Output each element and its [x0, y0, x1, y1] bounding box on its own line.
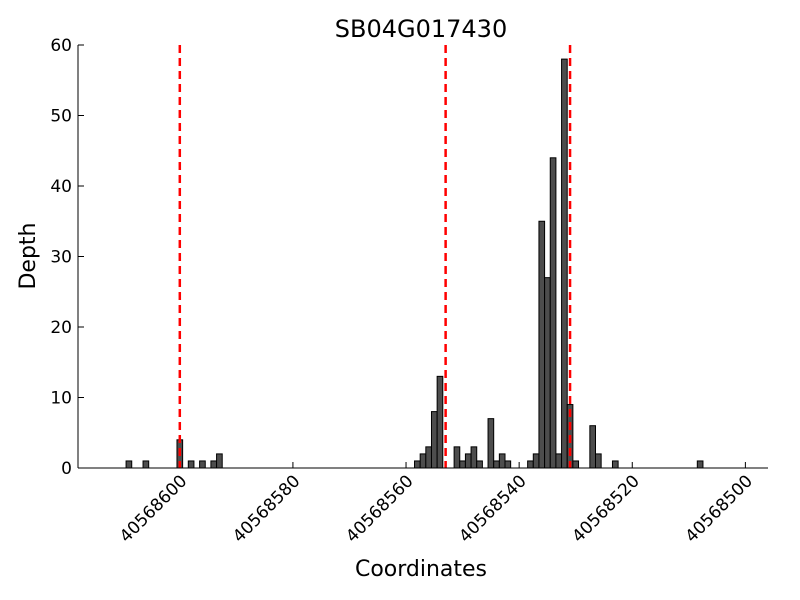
y-tick-label: 10	[50, 389, 72, 409]
depth-bar	[142, 460, 150, 469]
marker-lines	[178, 45, 572, 468]
depth-bar	[125, 460, 133, 469]
y-tick-label: 0	[61, 459, 72, 479]
depth-bar	[464, 453, 472, 469]
y-tick-label: 50	[50, 107, 72, 127]
depth-bar	[589, 425, 596, 469]
depth-bar	[210, 460, 218, 469]
depth-bar	[430, 411, 438, 469]
y-tick-label: 60	[50, 36, 72, 56]
y-tick-label: 40	[50, 177, 72, 197]
depth-bar	[436, 375, 444, 469]
depth-bar	[453, 446, 461, 469]
depth-bar	[532, 453, 540, 469]
x-tick-label: 40568540	[455, 471, 530, 546]
depth-bar	[487, 418, 495, 469]
depth-bar	[561, 58, 568, 469]
x-tick-label: 40568500	[682, 471, 757, 546]
x-tick-label: 40568560	[342, 471, 417, 546]
depth-bar	[527, 460, 534, 469]
y-tick-label: 20	[50, 318, 72, 338]
depth-bar	[572, 460, 580, 469]
depth-bar	[199, 460, 206, 469]
depth-bar	[476, 460, 483, 469]
depth-bar	[470, 446, 478, 469]
x-tick-label: 40568600	[116, 471, 191, 546]
x-axis-ticks: 40568600 40568580 40568560 40568540 40568520…	[116, 462, 757, 547]
depth-bar	[611, 460, 619, 469]
x-axis-label: Coordinates	[355, 557, 487, 582]
depth-bar	[425, 446, 432, 469]
depth-bar	[555, 453, 563, 469]
bars-series	[125, 58, 704, 469]
depth-bar	[696, 460, 704, 469]
depth-bar	[216, 453, 223, 469]
x-tick-label: 40568580	[229, 471, 304, 546]
depth-bar	[493, 460, 500, 469]
y-axis-label: Depth	[16, 222, 41, 289]
depth-bar	[538, 220, 546, 469]
depth-bar	[419, 453, 427, 469]
depth-bar	[414, 460, 421, 469]
chart-title: SB04G017430	[335, 15, 507, 43]
depth-bar	[595, 453, 602, 469]
y-axis-ticks: 0 10 20 30 40 50 60	[50, 36, 84, 479]
depth-bar	[187, 460, 195, 469]
depth-bar	[549, 157, 557, 469]
x-tick-label: 40568520	[568, 471, 643, 546]
depth-bar	[459, 460, 466, 469]
y-tick-label: 30	[50, 248, 72, 268]
depth-bar	[498, 453, 506, 469]
depth-bar	[544, 277, 551, 469]
depth-bar	[504, 460, 512, 469]
